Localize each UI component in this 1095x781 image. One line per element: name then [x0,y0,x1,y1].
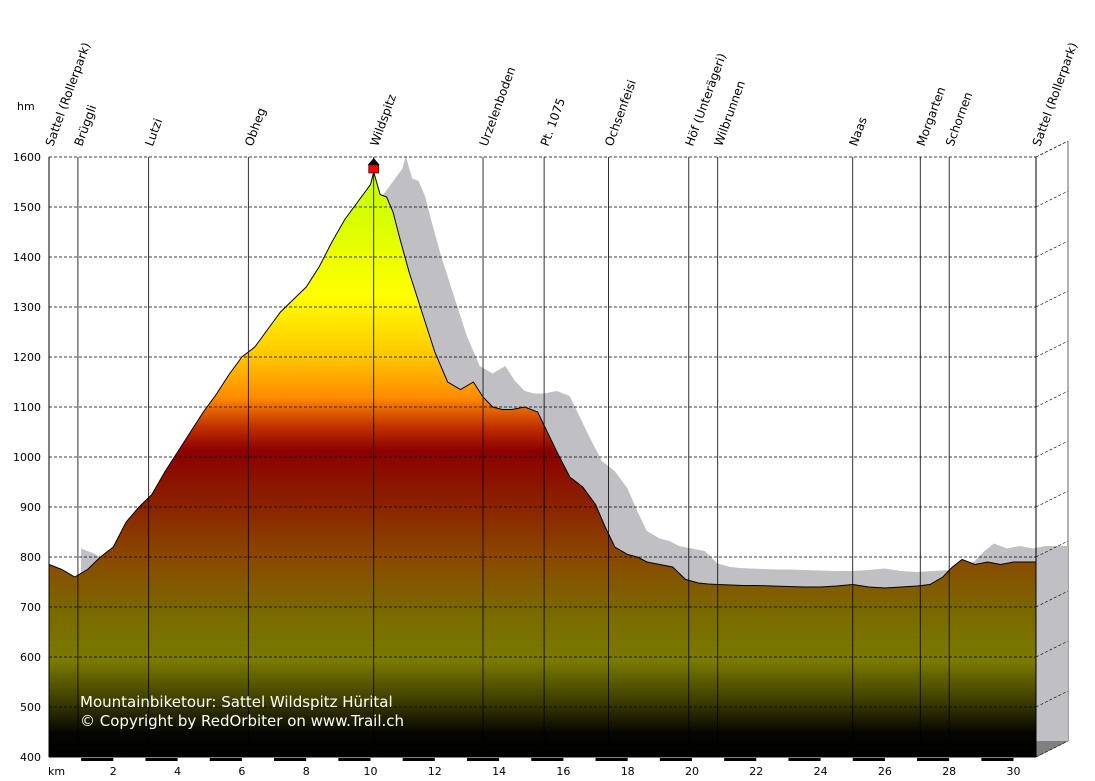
y-tick-label: 500 [20,701,41,714]
km-bar-segment [435,758,466,761]
chart-copyright: © Copyright by RedOrbiter on www.Trail.c… [80,712,404,730]
summit-marker-layer [367,158,380,174]
km-bar-segment-dark [917,758,950,761]
km-bar-segment-dark [145,758,178,761]
km-bar-segment [371,758,402,761]
y-tick-label: 1000 [13,451,41,464]
x-tick-label: 8 [303,765,310,778]
y-axis-label: hm [17,100,35,113]
y-tick-label: 700 [20,601,41,614]
waypoint-label: Obheg [242,106,269,148]
waypoint-label: Schornen [943,90,975,148]
waypoint-label: Urzelenboden [477,65,519,148]
top-depth-line [1035,140,1069,158]
waypoint-label: Sattel (Rollerpark) [1030,41,1081,148]
chart-title: Mountainbiketour: Sattel Wildspitz Hürit… [80,693,393,711]
y-tick-label: 900 [20,501,41,514]
x-tick-label: 24 [814,765,828,778]
waypoint-label: Wildspitz [367,92,399,148]
km-bar-segment [114,758,145,761]
km-bar-segment-dark [724,758,757,761]
km-bar-segment-dark [338,758,371,761]
km-bar-segment-dark [81,758,114,761]
x-tick-label: 2 [110,765,117,778]
waypoint-label: Brüggli [72,103,100,148]
gridline-depth [1035,640,1069,658]
km-bar-segment [885,758,917,761]
gridline-depth [1035,390,1069,408]
gridline-depth [1035,540,1069,558]
waypoint-label: Pt. 1075 [538,96,568,148]
x-tick-label: 30 [1006,765,1020,778]
km-bar-segment-dark [402,758,435,761]
y-tick-label: 600 [20,651,41,664]
gridline-depth [1035,590,1069,608]
km-bar-segment-dark [531,758,564,761]
gridline-depth [1035,490,1069,508]
x-tick-label: 16 [556,765,570,778]
waypoint-label: Naas [846,115,869,148]
x-tick-label: 28 [942,765,956,778]
x-tick-label: 18 [621,765,635,778]
y-tick-label: 800 [20,551,41,564]
waypoint-label: Morgarten [914,85,948,148]
x-tick-label: 26 [878,765,892,778]
km-bar-segment-dark [209,758,242,761]
km-bar-segment [564,758,595,761]
gridline-depth [1035,240,1069,258]
km-bar-segment [950,758,981,761]
km-bar-segment-dark [659,758,692,761]
gridline-depth [1035,440,1069,458]
gridline-depth [1035,190,1069,208]
km-bar-segment-dark [274,758,307,761]
gridline-depth [1035,690,1069,708]
km-bar-segment [628,758,659,761]
y-tick-label: 1500 [13,201,41,214]
elevation-area [49,172,1036,757]
summit-hut-roof-icon [367,158,380,165]
km-bar-segment-dark [852,758,885,761]
x-tick-label: 4 [174,765,181,778]
waypoint-label: Lutzi [142,117,165,148]
km-bar-segment [50,758,81,761]
y-tick-label: 1100 [13,401,41,414]
y-tick-label: 1400 [13,251,41,264]
km-bar-segment [242,758,274,761]
axis-layer: 400 500 600 700 800 900 1000 1100 1200 1300 1400 15… [13,140,1069,778]
km-bar-segment [757,758,788,761]
x-tick-label: 22 [749,765,763,778]
km-bar-segment-dark [981,758,1014,761]
elevation-line [48,170,1036,589]
km-bar-segment [692,758,724,761]
km-bar-segment-dark [595,758,628,761]
km-bar-segment [500,758,531,761]
y-tick-label: 1300 [13,301,41,314]
km-bar-segment [178,758,209,761]
km-bar-segment [307,758,338,761]
y-tick-label: 1200 [13,351,41,364]
x-tick-label: 6 [238,765,245,778]
x-tick-label: 12 [428,765,442,778]
gridline-depth [1035,290,1069,308]
km-bar-segment [821,758,852,761]
gridline-depth [1035,740,1069,758]
km-bar-segment-dark [788,758,821,761]
summit-hut-icon [368,164,380,174]
elevation-area-layer [48,170,1036,757]
waypoint-label: Ochsenfeisi [602,78,639,148]
x-axis-label: km [48,765,65,778]
km-bar-segment-dark [466,758,500,761]
y-tick-label: 1600 [13,151,41,164]
y-tick-label: 400 [20,751,41,764]
gridline-depth [1035,340,1069,358]
x-tick-label: 20 [685,765,699,778]
x-tick-label: 14 [492,765,506,778]
x-tick-label: 10 [363,765,377,778]
